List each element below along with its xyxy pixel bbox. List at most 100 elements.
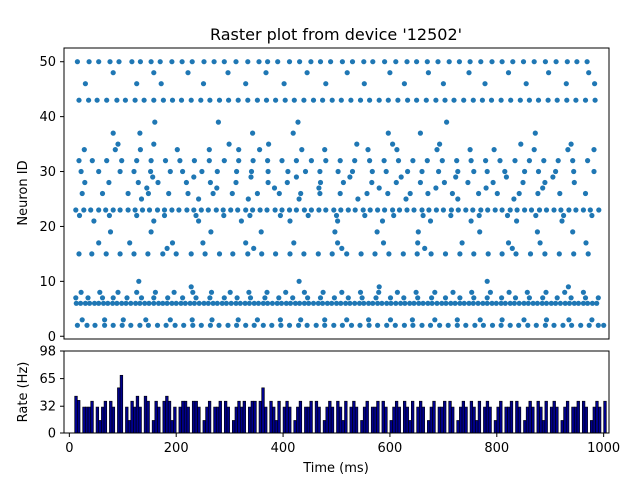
rate-bar [416, 406, 420, 434]
spike-point [390, 207, 396, 213]
spike-point [339, 289, 345, 295]
x-tick-label: 400 [271, 441, 296, 456]
raster-y-ticks: 0 10 20 30 40 50 [39, 55, 64, 345]
spike-point [586, 322, 592, 328]
spike-point [92, 322, 98, 328]
spike-point [376, 185, 382, 191]
spike-point [492, 207, 498, 213]
spike-point [361, 300, 367, 306]
spike-point [202, 251, 208, 257]
rate-bar [338, 406, 343, 434]
spike-point [292, 300, 298, 306]
spike-point [535, 97, 542, 103]
spike-point [115, 289, 121, 295]
spike-point [592, 81, 598, 87]
spike-point [277, 317, 283, 323]
spike-point [526, 97, 533, 103]
spike-point [542, 179, 548, 186]
spike-point [441, 179, 447, 186]
spike-point [375, 322, 381, 328]
spike-point [524, 289, 530, 295]
spike-point [369, 179, 375, 186]
spike-point [164, 245, 170, 251]
spike-point [151, 295, 157, 301]
spike-point [550, 174, 556, 180]
spike-point [419, 207, 425, 213]
rate-bar [429, 406, 433, 434]
rate-bar [232, 420, 236, 434]
y-tick-label: 40 [39, 110, 56, 125]
spike-point [228, 300, 234, 306]
spike-point [361, 59, 367, 65]
spike-point [463, 322, 469, 328]
spike-point [154, 322, 161, 328]
spike-point [384, 300, 390, 306]
spike-point [154, 207, 161, 213]
spike-point [99, 295, 106, 301]
spike-point [191, 174, 197, 180]
spike-point [531, 147, 537, 153]
spike-point [323, 207, 329, 213]
spike-point [566, 300, 573, 306]
spike-point [499, 207, 505, 213]
spike-point [115, 141, 121, 147]
spike-point [196, 218, 202, 224]
spike-point [518, 141, 524, 147]
rate-bar [464, 406, 468, 434]
spike-point [161, 212, 168, 219]
spike-point [429, 300, 435, 306]
rate-bar [531, 406, 535, 434]
rate-bar [523, 420, 527, 434]
spike-point [256, 59, 262, 65]
chart-title: Raster plot from device '12502' [210, 25, 462, 44]
spike-point [306, 300, 312, 306]
rate-bar [349, 406, 353, 434]
spike-point [349, 59, 356, 65]
spike-point [110, 207, 116, 213]
spike-point [568, 295, 574, 301]
spike-point [585, 300, 591, 306]
spike-point [220, 207, 226, 213]
spike-point [375, 207, 381, 213]
spike-point [379, 300, 385, 306]
spike-point [470, 300, 476, 306]
spike-point [91, 218, 97, 224]
spike-point [499, 317, 505, 323]
rate-bar [98, 420, 102, 434]
spike-point [119, 322, 125, 328]
rate-bar [544, 400, 548, 434]
spike-point [423, 97, 429, 103]
spike-point [448, 300, 454, 306]
rate-bar [341, 420, 345, 434]
x-tick-label: 800 [484, 441, 509, 456]
spike-point [374, 229, 380, 235]
spike-point [293, 174, 299, 180]
spike-point [257, 207, 263, 213]
spike-point [310, 97, 317, 103]
spike-point [343, 300, 349, 306]
rate-bar [517, 406, 522, 434]
spike-point [196, 196, 202, 202]
rate-bar [389, 420, 393, 434]
rate-bar [373, 406, 377, 434]
spike-point [221, 295, 227, 301]
spike-point [457, 251, 463, 257]
spike-point [189, 317, 195, 323]
spike-point [81, 207, 87, 213]
rate-bar [215, 406, 220, 434]
spike-point [148, 158, 154, 164]
spike-point [349, 168, 356, 175]
spike-point [96, 300, 102, 306]
rate-bar [496, 406, 500, 434]
spike-point [112, 147, 118, 153]
spike-point [221, 212, 227, 219]
rate-bar [117, 387, 121, 434]
spike-point [433, 97, 439, 103]
spike-point [236, 147, 242, 153]
spike-point [110, 300, 116, 306]
spike-point [394, 289, 400, 295]
spike-point [450, 289, 456, 295]
spike-point [442, 295, 449, 301]
rate-bar [90, 400, 94, 434]
spike-point [81, 147, 87, 153]
